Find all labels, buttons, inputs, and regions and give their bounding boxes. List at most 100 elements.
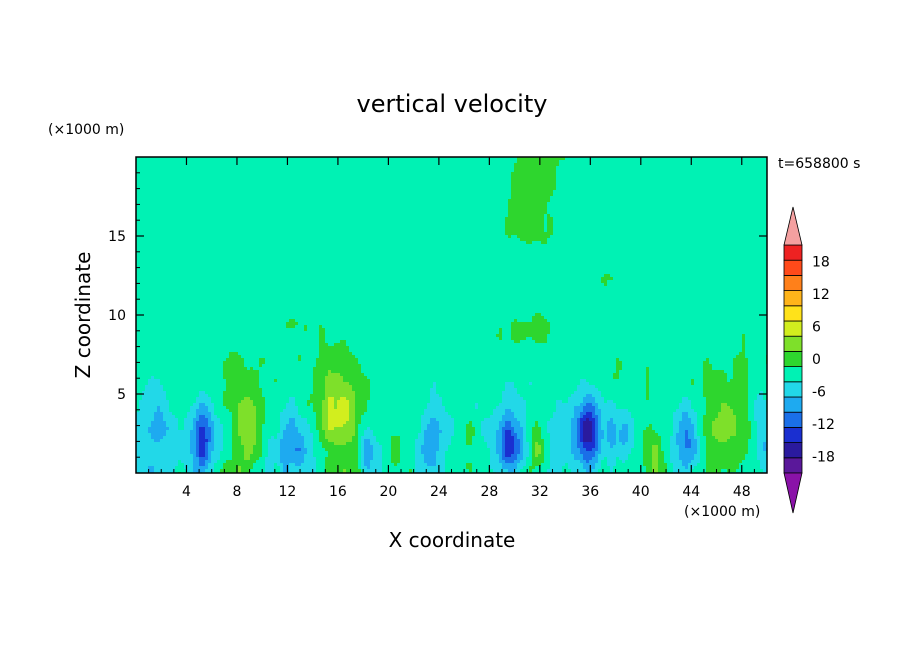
- field-cell: [199, 217, 202, 220]
- field-cell: [763, 178, 766, 181]
- field-cell: [298, 166, 301, 169]
- field-cell: [460, 214, 463, 217]
- field-cell: [574, 178, 577, 181]
- field-cell: [742, 187, 745, 190]
- field-cell: [637, 217, 640, 220]
- field-cell: [265, 163, 268, 166]
- field-cell: [334, 163, 337, 166]
- field-cell: [715, 169, 718, 172]
- field-cell: [493, 205, 496, 208]
- field-cell: [694, 181, 697, 184]
- field-cell: [484, 223, 487, 226]
- field-cell: [340, 217, 343, 220]
- field-cell: [328, 175, 331, 178]
- field-cell: [433, 214, 436, 217]
- field-cell: [667, 208, 670, 211]
- field-cell: [652, 160, 655, 163]
- field-cell: [448, 196, 451, 199]
- field-cell: [646, 160, 649, 163]
- field-cell: [751, 199, 754, 202]
- field-cell: [721, 211, 724, 214]
- field-cell: [259, 181, 262, 184]
- field-cell: [262, 190, 265, 193]
- field-cell: [634, 214, 637, 217]
- field-cell: [424, 160, 427, 163]
- field-cell: [388, 181, 391, 184]
- field-cell: [406, 217, 409, 220]
- field-cell: [466, 193, 469, 196]
- field-cell: [196, 181, 199, 184]
- field-cell: [208, 217, 211, 220]
- field-cell: [691, 190, 694, 193]
- field-cell: [523, 211, 526, 214]
- field-cell: [142, 172, 145, 175]
- field-cell: [670, 160, 673, 163]
- field-cell: [481, 175, 484, 178]
- field-cell: [193, 169, 196, 172]
- field-cell: [310, 214, 313, 217]
- field-cell: [196, 175, 199, 178]
- field-cell: [457, 196, 460, 199]
- field-cell: [709, 208, 712, 211]
- field-cell: [433, 226, 436, 229]
- field-cell: [616, 208, 619, 211]
- field-cell: [175, 169, 178, 172]
- field-cell: [163, 169, 166, 172]
- field-cell: [238, 211, 241, 214]
- field-cell: [490, 184, 493, 187]
- field-cell: [328, 193, 331, 196]
- field-cell: [751, 187, 754, 190]
- field-cell: [730, 175, 733, 178]
- field-cell: [523, 175, 526, 178]
- field-cell: [172, 172, 175, 175]
- field-cell: [724, 184, 727, 187]
- field-cell: [694, 190, 697, 193]
- field-cell: [385, 217, 388, 220]
- field-cell: [421, 202, 424, 205]
- field-cell: [718, 181, 721, 184]
- field-cell: [475, 163, 478, 166]
- field-cell: [148, 178, 151, 181]
- field-cell: [634, 199, 637, 202]
- field-cell: [166, 160, 169, 163]
- field-cell: [190, 202, 193, 205]
- field-cell: [394, 211, 397, 214]
- field-cell: [322, 202, 325, 205]
- field-cell: [151, 163, 154, 166]
- field-cell: [715, 211, 718, 214]
- field-cell: [286, 187, 289, 190]
- field-cell: [313, 166, 316, 169]
- field-cell: [250, 214, 253, 217]
- field-cell: [409, 220, 412, 223]
- field-cell: [232, 163, 235, 166]
- field-cell: [145, 178, 148, 181]
- field-cell: [208, 202, 211, 205]
- field-cell: [670, 196, 673, 199]
- field-cell: [592, 184, 595, 187]
- field-cell: [157, 214, 160, 217]
- field-cell: [571, 175, 574, 178]
- field-cell: [727, 193, 730, 196]
- field-cell: [742, 163, 745, 166]
- field-cell: [160, 175, 163, 178]
- field-cell: [757, 205, 760, 208]
- field-cell: [619, 181, 622, 184]
- field-cell: [238, 199, 241, 202]
- field-cell: [292, 211, 295, 214]
- field-cell: [652, 193, 655, 196]
- field-cell: [268, 178, 271, 181]
- field-cell: [352, 199, 355, 202]
- field-cell: [685, 205, 688, 208]
- field-cell: [328, 178, 331, 181]
- field-cell: [334, 205, 337, 208]
- field-cell: [361, 223, 364, 226]
- field-cell: [385, 208, 388, 211]
- field-cell: [517, 181, 520, 184]
- field-cell: [448, 208, 451, 211]
- field-cell: [400, 223, 403, 226]
- field-cell: [535, 199, 538, 202]
- field-cell: [733, 178, 736, 181]
- field-cell: [376, 199, 379, 202]
- field-cell: [373, 178, 376, 181]
